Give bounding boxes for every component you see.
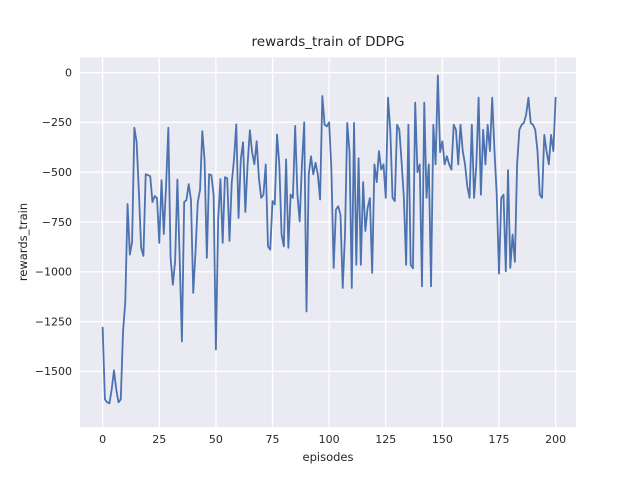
y-tick-label: −1500 [35,365,72,378]
x-tick-label: 0 [99,433,106,446]
chart-title: rewards_train of DDPG [251,34,405,50]
x-tick-label: 100 [319,433,340,446]
x-tick-label: 150 [432,433,453,446]
y-tick-label: −250 [42,116,72,129]
x-tick-label: 125 [375,433,396,446]
y-tick-label: −1000 [35,266,72,279]
y-tick-label: 0 [65,66,72,79]
x-tick-label: 75 [266,433,280,446]
x-axis-label: episodes [302,450,354,464]
y-axis-label: rewards_train [16,202,30,282]
y-tick-label: −1250 [35,315,72,328]
reward-line [101,74,557,405]
x-tick-label: 25 [152,433,166,446]
x-tick-label: 200 [545,433,566,446]
y-tick-label: −500 [42,166,72,179]
x-tick-label: 50 [209,433,223,446]
y-tick-label: −750 [42,216,72,229]
x-tick-label: 175 [488,433,509,446]
